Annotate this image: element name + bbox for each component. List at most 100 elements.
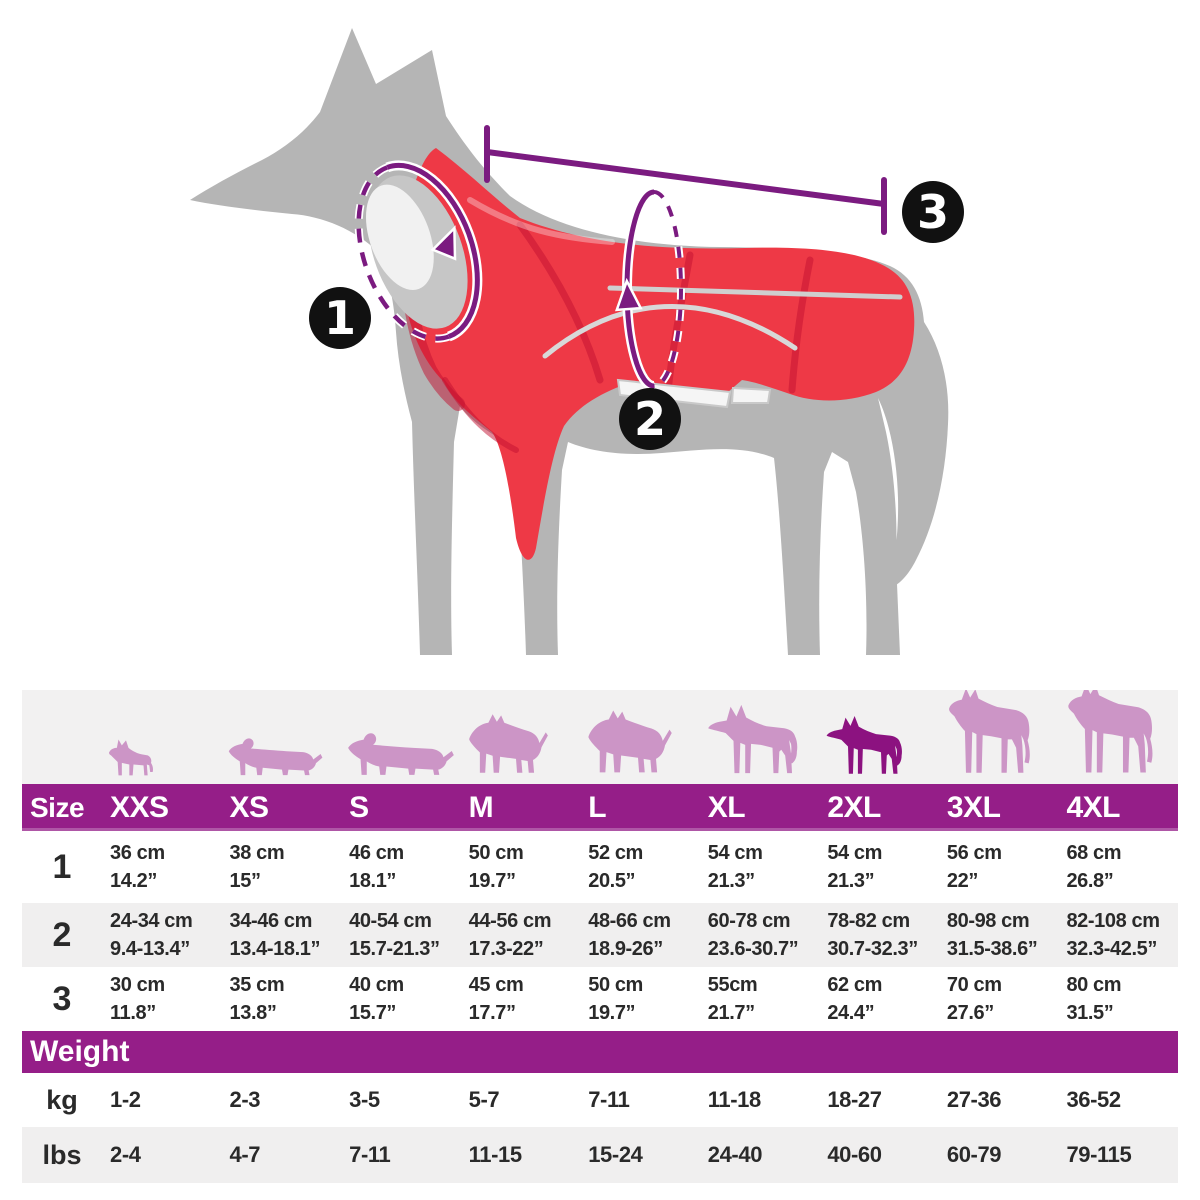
measure-cm-value: 30 cm <box>110 974 165 996</box>
measure-cm-value: 55cm <box>707 974 758 996</box>
measure-cell: 35 cm 13.8” <box>222 971 342 1027</box>
measure-cell: 46 cm 18.1” <box>341 839 461 895</box>
size-col-header-2XL: 2XL <box>827 790 881 824</box>
measure-cm-value: 40-54 cm <box>349 910 432 932</box>
measure-cell: 44-56 cm 17.3-22” <box>461 907 581 963</box>
measure-cell: 68 cm 26.8” <box>1058 839 1178 895</box>
measure-cell: 60-78 cm 23.6-30.7” <box>700 907 820 963</box>
coat-strap-line <box>607 285 903 300</box>
measure-inch-value: 11.8” <box>110 1002 156 1024</box>
measure-cell: 40 cm 15.7” <box>341 971 461 1027</box>
weight-value: 7-11 <box>349 1142 391 1167</box>
dog-icon-cell-3XL <box>939 690 1059 784</box>
weight-value: 79-115 <box>1066 1142 1132 1167</box>
measure-cell: 40-54 cm 15.7-21.3” <box>341 907 461 963</box>
marker-1-number: 1 <box>324 291 356 345</box>
measure-cm-value: 70 cm <box>946 974 1002 996</box>
measure-inch-value: 32.3-42.5” <box>1066 938 1157 960</box>
back-length-line <box>484 125 887 235</box>
measure-cm-value: 40 cm <box>349 974 404 996</box>
neck-girth-arrow <box>430 225 457 261</box>
weight-row-label-kg: kg <box>46 1084 78 1115</box>
measure-cell: 82-108 cm 32.3-42.5” <box>1058 907 1178 963</box>
measure-inch-value: 31.5-38.6” <box>946 938 1038 960</box>
size-header-label: Size <box>30 791 85 823</box>
neck-girth-ring <box>354 160 483 343</box>
measure-inch-value: 13.8” <box>229 1002 277 1024</box>
weight-value: 18-27 <box>827 1087 882 1112</box>
dog-icon-cell-XS <box>222 690 342 784</box>
weight-row-lbs: lbs 2-4 4-7 7-11 11-15 15-24 24-40 40-60 60-79 79… <box>22 1127 1178 1183</box>
size-col-header-4XL: 4XL <box>1066 790 1120 824</box>
dogs-row-spacer <box>22 690 102 784</box>
marker-badge-1: 1 <box>309 287 371 349</box>
measure-inch-value: 21.3” <box>827 870 875 892</box>
measure-cell: 80-98 cm 31.5-38.6” <box>939 907 1059 963</box>
measure-inch-value: 26.8” <box>1066 870 1114 892</box>
great-dane-dog-icon <box>1068 690 1153 773</box>
dachshund-dog-icon <box>348 733 454 775</box>
weight-value: 24-40 <box>707 1142 763 1167</box>
chest-girth-arrow <box>614 277 643 312</box>
measure-inch-value: 21.7” <box>707 1002 755 1024</box>
measure-cm-value: 80-98 cm <box>946 910 1030 932</box>
measure-cell: 34-46 cm 13.4-18.1” <box>222 907 342 963</box>
dog-icon-cell-L <box>580 690 700 784</box>
weight-value: 5-7 <box>468 1087 500 1112</box>
measure-cm-value: 52 cm <box>588 842 643 864</box>
measure-row-label-1: 1 <box>52 847 72 886</box>
coat-piping <box>542 304 798 359</box>
measure-inch-value: 17.7” <box>468 1002 516 1024</box>
measure-cm-value: 38 cm <box>229 842 285 864</box>
measure-cell: 48-66 cm 18.9-26” <box>580 907 700 963</box>
measure-cell: 36 cm 14.2” <box>102 839 222 895</box>
measure-cm-value: 62 cm <box>827 974 883 996</box>
dog-icon-cell-4XL <box>1058 690 1178 784</box>
dachshund-dog-icon <box>228 738 322 776</box>
weight-value: 15-24 <box>588 1142 643 1167</box>
measure-cell: 55cm 21.7” <box>700 971 820 1027</box>
chihuahua-dog-icon <box>109 739 153 776</box>
cattle-dog-icon <box>826 715 903 774</box>
measure-row-2: 2 24-34 cm 9.4-13.4” 34-46 cm 13.4-18.1” 40-5… <box>22 903 1178 967</box>
measure-inch-value: 31.5” <box>1066 1002 1114 1024</box>
size-col-header-3XL: 3XL <box>946 790 1001 824</box>
weight-section-header: Weight <box>22 1031 1178 1073</box>
measure-cell: 80 cm 31.5” <box>1058 971 1178 1027</box>
weight-value: 11-15 <box>468 1142 522 1167</box>
measure-inch-value: 24.4” <box>827 1002 875 1024</box>
measure-inch-value: 18.9-26” <box>588 938 663 960</box>
dog-measurement-illustration: 1 2 3 <box>190 28 964 655</box>
weight-value: 2-3 <box>229 1087 261 1112</box>
measure-inch-value: 19.7” <box>588 1002 636 1024</box>
dog-size-icons-row <box>22 690 1178 784</box>
weight-value: 4-7 <box>229 1142 261 1167</box>
measure-cm-value: 44-56 cm <box>468 910 552 932</box>
measure-cm-value: 54 cm <box>707 842 763 864</box>
weight-value: 3-5 <box>349 1087 380 1112</box>
size-col-header-XS: XS <box>229 790 270 824</box>
dog-coat <box>402 148 915 560</box>
weight-row-kg: kg 1-2 2-3 3-5 5-7 7-11 11-18 18-27 27-36 36-52 <box>22 1073 1178 1127</box>
measure-row-label-3: 3 <box>52 979 72 1018</box>
shepherd-dog-icon <box>707 704 798 774</box>
measure-inch-value: 27.6” <box>946 1002 994 1024</box>
measure-cell: 24-34 cm 9.4-13.4” <box>102 907 222 963</box>
measure-inch-value: 23.6-30.7” <box>707 938 799 960</box>
measure-inch-value: 20.5” <box>588 870 636 892</box>
measure-cm-value: 24-34 cm <box>110 910 193 932</box>
weight-value: 60-79 <box>946 1142 1002 1167</box>
measure-cm-value: 46 cm <box>349 842 404 864</box>
measure-cm-value: 50 cm <box>468 842 524 864</box>
measure-cm-value: 78-82 cm <box>827 910 910 932</box>
dog-icon-cell-M <box>461 690 581 784</box>
dog-icon-cell-XXS <box>102 690 222 784</box>
measure-inch-value: 15” <box>229 870 261 892</box>
measure-inch-value: 9.4-13.4” <box>110 938 190 960</box>
weight-value: 36-52 <box>1066 1087 1121 1112</box>
weight-value: 27-36 <box>946 1087 1002 1112</box>
measure-cm-value: 54 cm <box>827 842 883 864</box>
size-table: Size XXS XS S M L XL 2XL 3XL 4XL 1 36 cm 14.2” 38 cm 1… <box>22 690 1178 1183</box>
dog-icon-cell-2XL <box>819 690 939 784</box>
